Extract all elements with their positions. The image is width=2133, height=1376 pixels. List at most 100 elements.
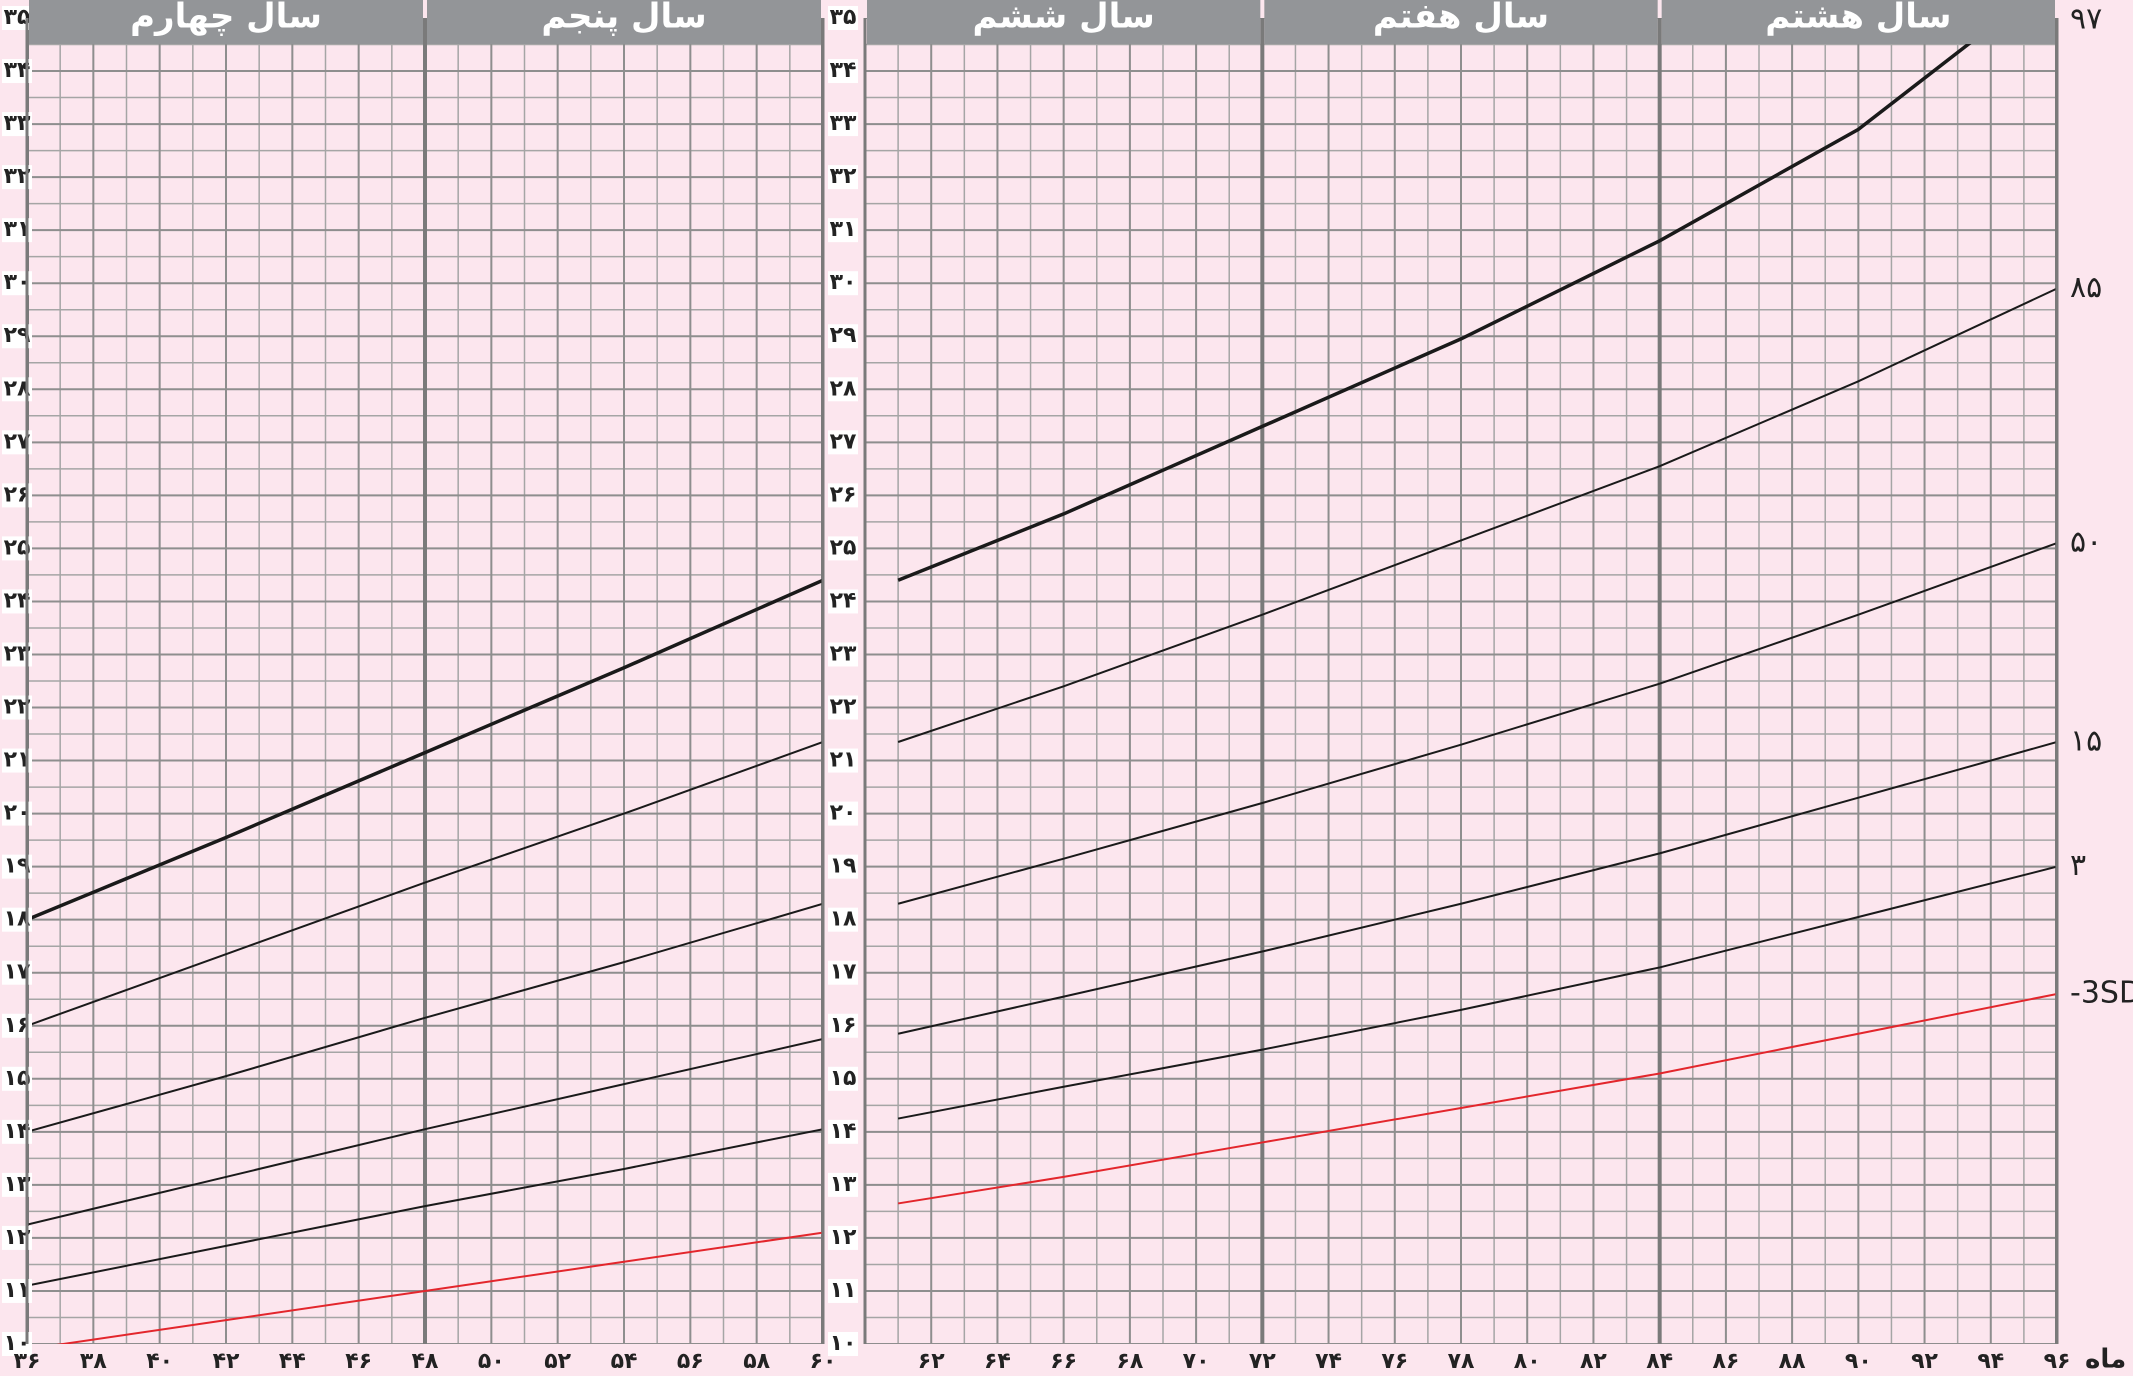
x-tick-label: ۸۴	[1646, 1349, 1673, 1374]
series-line	[27, 1128, 823, 1287]
tick-label-bg	[828, 271, 858, 296]
x-tick-label: ۹۰	[1845, 1349, 1872, 1374]
series-line	[897, 18, 2006, 582]
x-tick-label: ۴۴	[279, 1349, 306, 1374]
y-tick-label: ۲۹	[830, 323, 857, 348]
series-line	[897, 741, 2057, 1035]
series-label: -3SD	[2070, 975, 2133, 1010]
y-tick-label: ۲۸	[830, 376, 857, 401]
series-line	[897, 287, 2057, 743]
tick-label-bg	[828, 589, 858, 614]
series-line	[897, 542, 2057, 905]
tick-label-bg	[828, 1013, 858, 1038]
x-tick-label: ۵۲	[544, 1349, 571, 1374]
year-header	[427, 0, 821, 44]
y-tick-label: ۳۳	[830, 111, 857, 136]
tick-label-bg	[828, 1278, 858, 1303]
tick-label-bg	[828, 324, 858, 349]
tick-label-bg	[828, 801, 858, 826]
tick-label-bg	[828, 748, 858, 773]
tick-label-bg	[828, 112, 858, 137]
series-line	[897, 992, 2057, 1205]
y-tick-label: ۲۷	[830, 429, 857, 454]
plot-area	[27, 18, 823, 1344]
series-label: ۳	[2070, 848, 2086, 883]
series-line	[27, 578, 823, 922]
x-tick-label: ۹۴	[1977, 1349, 2004, 1374]
year-header-label: سال هشتم	[1765, 0, 1951, 37]
y-tick-label: ۳۲	[830, 164, 857, 189]
year-header-label: سال پنجم	[541, 0, 706, 37]
x-tick-label: ۷۴	[1315, 1349, 1342, 1374]
y-tick-label: ۲۲	[830, 695, 857, 720]
x-tick-label: ۷۸	[1448, 1349, 1475, 1374]
y-tick-label: ۲۳	[830, 641, 857, 666]
y-tick-label: ۳۰	[830, 270, 857, 295]
x-tick-label: ۷۶	[1381, 1349, 1408, 1374]
y-tick-label: ۱۵	[830, 1066, 857, 1091]
year-header-label: سال چهارم	[130, 0, 322, 37]
x-tick-label: ۵۶	[677, 1349, 704, 1374]
tick-label-bg	[828, 218, 858, 243]
y-tick-label: ۱۳	[830, 1172, 857, 1197]
x-tick-label: ۸۸	[1779, 1349, 1806, 1374]
year-header-label: سال هفتم	[1373, 0, 1549, 37]
series-line	[27, 1038, 823, 1226]
x-tick-label: ۷۲	[1249, 1349, 1276, 1374]
tick-label-bg	[828, 1225, 858, 1250]
x-tick-label: ۵۰	[478, 1349, 505, 1374]
tick-label-bg	[828, 1332, 858, 1356]
series-label: ۵۰	[2070, 525, 2102, 560]
y-tick-label: ۱۲	[830, 1225, 857, 1250]
year-header-label: سال ششم	[973, 0, 1155, 37]
year-header	[867, 0, 1261, 44]
tick-label-bg	[828, 960, 858, 985]
tick-label-bg	[828, 907, 858, 932]
x-tick-label: ۸۶	[1712, 1349, 1739, 1374]
y-tick-label: ۲۰	[830, 801, 857, 826]
x-tick-label: ۳۸	[80, 1349, 107, 1374]
x-tick-label: ۹۲	[1911, 1349, 1938, 1374]
x-tick-label: ۹۶	[2044, 1349, 2071, 1374]
y-tick-label: ۲۱	[830, 748, 857, 773]
y-tick-label: ۱۷	[830, 960, 857, 985]
series-line	[897, 865, 2057, 1120]
series-label: ۸۵	[2070, 270, 2102, 305]
x-tick-label: ۷۰	[1183, 1349, 1210, 1374]
tick-label-bg	[828, 430, 858, 455]
series-label: ۱۵	[2070, 723, 2102, 758]
tick-label-bg	[828, 1172, 858, 1197]
tick-label-bg	[828, 1119, 858, 1144]
x-tick-label: ۶۲	[918, 1349, 945, 1374]
y-tick-label: ۲۵	[830, 535, 857, 560]
series-line	[27, 741, 823, 1027]
series-line	[56, 1231, 823, 1344]
tick-label-bg	[828, 536, 858, 561]
tick-label-bg	[828, 695, 858, 720]
year-header	[1264, 0, 1658, 44]
series-label: ۹۷	[2070, 2, 2102, 37]
x-tick-label: ۸۲	[1580, 1349, 1607, 1374]
y-tick-label: ۱۶	[830, 1013, 857, 1038]
tick-label-bg	[828, 165, 858, 190]
x-tick-label: ۴۶	[345, 1349, 372, 1374]
y-tick-label: ۱۱	[830, 1278, 857, 1303]
tick-label-bg	[828, 1066, 858, 1091]
tick-label-bg	[828, 854, 858, 879]
y-tick-label: ۱۸	[830, 907, 857, 932]
y-tick-label: ۲۶	[830, 482, 857, 507]
x-tick-label: ۶۴	[984, 1349, 1011, 1374]
y-tick-label: ۳۵	[830, 5, 857, 30]
plot-area	[865, 18, 2057, 1344]
year-header	[29, 0, 423, 44]
y-tick-label: ۲۴	[830, 588, 857, 613]
y-tick-label: ۱۹	[830, 854, 857, 879]
tick-label-bg	[828, 483, 858, 508]
tick-label-bg	[828, 642, 858, 667]
x-tick-label: ۴۲	[213, 1349, 240, 1374]
year-header	[1661, 0, 2055, 44]
x-tick-label: ۶۸	[1116, 1349, 1143, 1374]
x-tick-label: ۵۸	[743, 1349, 770, 1374]
x-tick-label: ۴۸	[412, 1349, 439, 1374]
